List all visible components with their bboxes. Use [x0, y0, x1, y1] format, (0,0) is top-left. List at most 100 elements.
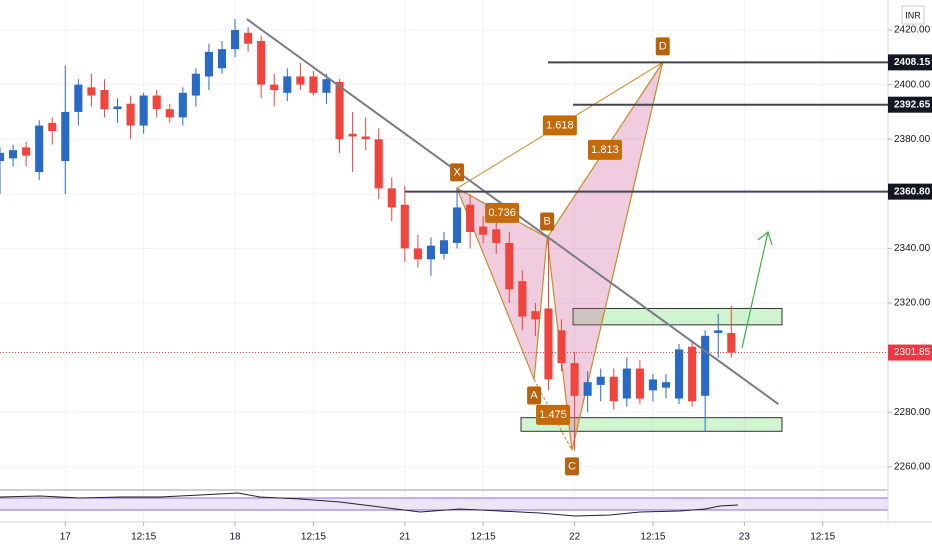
y-tick-label: 2260.00 [894, 461, 931, 472]
candle-body [413, 248, 422, 260]
currency-box [901, 5, 925, 25]
candle-body [714, 330, 723, 334]
candle-body [178, 92, 187, 118]
candle-body [270, 84, 279, 91]
ratio-box [587, 139, 622, 160]
pattern-point [655, 37, 670, 56]
candle-body [635, 368, 644, 399]
last-price-box [888, 344, 932, 361]
pattern-point-label: C [568, 460, 576, 472]
ratio-box [485, 202, 520, 223]
candle-body [426, 245, 435, 260]
candle-body [257, 40, 266, 85]
ratio-label: 1.475 [539, 409, 567, 421]
pattern-point [527, 386, 542, 405]
currency-label: INR [905, 10, 921, 20]
candle-body [217, 49, 227, 69]
candle-body [48, 122, 57, 132]
candle-body [74, 84, 83, 112]
candle-body [453, 207, 462, 243]
candle-body [22, 147, 31, 156]
pattern-point [540, 212, 555, 231]
pattern-point-label: X [453, 166, 461, 178]
level-label: 2392.65 [894, 99, 931, 110]
candle-body [204, 51, 213, 77]
x-tick-label: 17 [60, 532, 72, 543]
ratio-box [542, 115, 577, 136]
candle-body [0, 152, 5, 162]
level-label-box [888, 183, 932, 200]
x-tick-label: 23 [739, 532, 751, 543]
candle-body [439, 240, 449, 254]
candle-body [191, 73, 200, 96]
candle-body [126, 103, 135, 126]
candle-body [231, 30, 240, 50]
y-tick-label: 2420.00 [894, 25, 931, 36]
ratio-box [536, 404, 571, 425]
y-tick-label: 2320.00 [894, 298, 931, 309]
y-tick-label: 2400.00 [894, 79, 931, 90]
level-label: 2360.80 [894, 186, 931, 197]
x-tick-label: 22 [569, 532, 581, 543]
candle-body [622, 368, 631, 399]
candle-body [296, 76, 305, 85]
x-tick-label: 12:15 [640, 532, 665, 543]
candle-body [570, 363, 579, 396]
indicator-band [0, 498, 888, 510]
x-tick-label: 12:15 [810, 532, 835, 543]
candle-body [348, 133, 357, 137]
ratio-label: 1.813 [591, 144, 619, 156]
candle-body [648, 379, 657, 391]
y-tick-label: 2380.00 [894, 134, 931, 145]
pattern-point [564, 457, 579, 476]
indicator-line [0, 492, 739, 517]
candle-body [596, 376, 605, 385]
candle-body [9, 150, 18, 159]
level-label-box [888, 96, 932, 113]
pattern-point-label: B [543, 215, 550, 227]
candle-body [675, 349, 684, 399]
candle-body [335, 81, 344, 140]
candle-body [87, 87, 96, 96]
candle-body [309, 76, 318, 93]
pattern-point [450, 163, 465, 182]
overlay: X A B C D 0.736 1.618 1.813 1.475 [246, 18, 888, 476]
plot [0, 19, 783, 451]
projection-arrow [741, 231, 769, 349]
candle-body [283, 76, 292, 93]
y-tick-label: 2280.00 [894, 407, 931, 418]
x-tick-label: 18 [229, 532, 241, 543]
candle-body [583, 382, 592, 396]
candle-body [361, 136, 370, 140]
candle-body [479, 226, 488, 235]
candle-body [165, 109, 174, 118]
y-tick-label: 2340.00 [894, 243, 931, 254]
candle-body [557, 330, 566, 364]
candle-body [727, 333, 736, 353]
candle-body [531, 311, 540, 320]
x-tick-label: 12:15 [471, 532, 496, 543]
last-price-label: 2301.85 [894, 347, 931, 358]
x-tick-label: 12:15 [301, 532, 326, 543]
candle-body [100, 90, 109, 110]
pattern-point-label: A [530, 389, 538, 401]
candle-body [113, 106, 122, 110]
zone [520, 417, 783, 432]
candle-body [544, 308, 553, 380]
candle-body [688, 346, 697, 402]
x-tick-label: 21 [399, 532, 411, 543]
candle-body [661, 382, 671, 388]
candle-body [374, 139, 383, 189]
ratio-label: 0.736 [488, 207, 516, 219]
candle-body [322, 79, 331, 93]
candle-body [387, 188, 396, 208]
pattern-point-label: D [659, 40, 667, 52]
candle-body [518, 281, 527, 317]
candle-body [35, 125, 44, 172]
candle-body [139, 95, 148, 126]
x-tick-label: 12:15 [131, 532, 156, 543]
candle-body [505, 242, 514, 290]
candle-body [61, 111, 70, 162]
